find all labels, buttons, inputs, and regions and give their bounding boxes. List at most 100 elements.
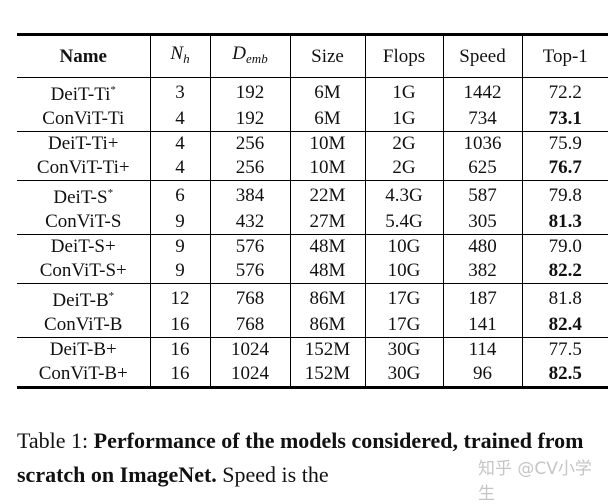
- cell-name: DeiT-Ti*: [17, 77, 150, 107]
- demb-symbol: D: [232, 43, 247, 64]
- cell-name: ConViT-S: [17, 210, 150, 235]
- table-row: ConViT-Ti 4 192 6M 1G 734 73.1: [17, 107, 608, 132]
- table-body: DeiT-Ti* 3 192 6M 1G 1442 72.2 ConViT-Ti 4 192 6M 1…: [17, 77, 608, 386]
- cell-top1: 73.1: [521, 107, 608, 132]
- cell-nh: 16: [149, 362, 210, 386]
- cell-speed: 382: [442, 259, 522, 284]
- cell-size: 152M: [289, 337, 365, 362]
- table-row: ConViT-Ti+ 4 256 10M 2G 625 76.7: [17, 156, 608, 181]
- cell-size: 22M: [289, 180, 365, 210]
- cell-demb: 192: [209, 107, 290, 132]
- cell-name: DeiT-B+: [17, 337, 150, 362]
- cell-top1: 81.8: [521, 283, 608, 313]
- cell-nh: 16: [149, 313, 210, 338]
- cell-demb: 192: [209, 77, 290, 107]
- bottom-rule: [17, 386, 608, 389]
- model-name: ConViT-S: [45, 211, 122, 232]
- cell-top1: 79.8: [521, 180, 608, 210]
- column-header-nh: Nh: [149, 36, 210, 78]
- cell-demb: 384: [209, 180, 290, 210]
- table-row: DeiT-Ti+ 4 256 10M 2G 1036 75.9: [17, 131, 608, 156]
- table-row: DeiT-S* 6 384 22M 4.3G 587 79.8: [17, 180, 608, 210]
- cell-speed: 141: [442, 313, 522, 338]
- cell-top1: 82.5: [521, 362, 608, 386]
- column-header-demb: Demb: [209, 36, 290, 78]
- model-name: ConViT-Ti+: [36, 157, 130, 178]
- table-row: DeiT-B* 12 768 86M 17G 187 81.8: [17, 283, 608, 313]
- cell-nh: 4: [149, 156, 210, 181]
- column-header-flops: Flops: [364, 36, 443, 78]
- caption-bold: Performance of the models considered, tr…: [17, 428, 584, 487]
- cell-flops: 30G: [364, 362, 443, 386]
- cell-flops: 1G: [364, 107, 443, 132]
- cell-size: 27M: [289, 210, 365, 235]
- cell-size: 6M: [289, 77, 365, 107]
- star-marker: *: [110, 84, 116, 96]
- table-row: ConViT-B 16 768 86M 17G 141 82.4: [17, 313, 608, 338]
- cell-size: 10M: [289, 131, 365, 156]
- cell-flops: 2G: [364, 131, 443, 156]
- star-marker: *: [107, 187, 114, 199]
- model-name: DeiT-Ti+: [47, 133, 119, 154]
- cell-size: 48M: [289, 234, 365, 259]
- cell-flops: 17G: [364, 313, 443, 338]
- cell-name: ConViT-Ti+: [17, 156, 150, 181]
- model-name: ConViT-B: [44, 314, 123, 335]
- table-caption: Table 1: Performance of the models consi…: [17, 424, 608, 492]
- cell-speed: 114: [442, 337, 522, 362]
- caption-rest: Speed is the: [216, 462, 329, 487]
- cell-speed: 1036: [442, 131, 522, 156]
- cell-speed: 587: [442, 180, 522, 210]
- cell-nh: 9: [149, 210, 210, 235]
- cell-name: DeiT-S*: [17, 180, 150, 210]
- cell-nh: 9: [149, 234, 210, 259]
- cell-name: DeiT-B*: [17, 283, 150, 313]
- cell-demb: 256: [209, 156, 290, 181]
- cell-speed: 625: [442, 156, 522, 181]
- results-table-container: Name Nh Demb Size Flops Speed Top-1 DeiT…: [17, 33, 608, 389]
- model-name: DeiT-Ti: [50, 84, 111, 105]
- cell-demb: 1024: [209, 337, 290, 362]
- cell-demb: 768: [209, 283, 290, 313]
- model-name: ConViT-S+: [39, 260, 127, 281]
- table-row: ConViT-S 9 432 27M 5.4G 305 81.3: [17, 210, 608, 235]
- cell-demb: 432: [209, 210, 290, 235]
- model-name: DeiT-B+: [49, 339, 117, 360]
- cell-size: 152M: [289, 362, 365, 386]
- table-row: ConViT-B+ 16 1024 152M 30G 96 82.5: [17, 362, 608, 386]
- cell-top1: 77.5: [521, 337, 608, 362]
- cell-speed: 734: [442, 107, 522, 132]
- cell-name: ConViT-S+: [17, 259, 150, 284]
- column-header-speed: Speed: [442, 36, 522, 78]
- cell-top1: 76.7: [521, 156, 608, 181]
- cell-demb: 576: [209, 259, 290, 284]
- cell-nh: 3: [149, 77, 210, 107]
- model-name: DeiT-S: [53, 187, 108, 208]
- cell-size: 6M: [289, 107, 365, 132]
- column-header-size: Size: [289, 36, 365, 78]
- model-name: ConViT-Ti: [42, 108, 125, 129]
- cell-size: 86M: [289, 283, 365, 313]
- table-row: DeiT-S+ 9 576 48M 10G 480 79.0: [17, 234, 608, 259]
- cell-name: DeiT-Ti+: [17, 131, 150, 156]
- cell-speed: 187: [442, 283, 522, 313]
- model-name: ConViT-B+: [38, 363, 128, 384]
- cell-demb: 256: [209, 131, 290, 156]
- model-name: DeiT-B: [52, 290, 109, 311]
- cell-nh: 6: [149, 180, 210, 210]
- cell-top1: 82.4: [521, 313, 608, 338]
- cell-name: ConViT-Ti: [17, 107, 150, 132]
- cell-flops: 2G: [364, 156, 443, 181]
- cell-name: ConViT-B+: [17, 362, 150, 386]
- header-row: Name Nh Demb Size Flops Speed Top-1: [17, 36, 608, 78]
- cell-flops: 30G: [364, 337, 443, 362]
- cell-speed: 480: [442, 234, 522, 259]
- cell-nh: 12: [149, 283, 210, 313]
- table-row: ConViT-S+ 9 576 48M 10G 382 82.2: [17, 259, 608, 284]
- cell-top1: 79.0: [521, 234, 608, 259]
- cell-nh: 4: [149, 107, 210, 132]
- cell-flops: 4.3G: [364, 180, 443, 210]
- cell-demb: 576: [209, 234, 290, 259]
- cell-nh: 16: [149, 337, 210, 362]
- cell-flops: 17G: [364, 283, 443, 313]
